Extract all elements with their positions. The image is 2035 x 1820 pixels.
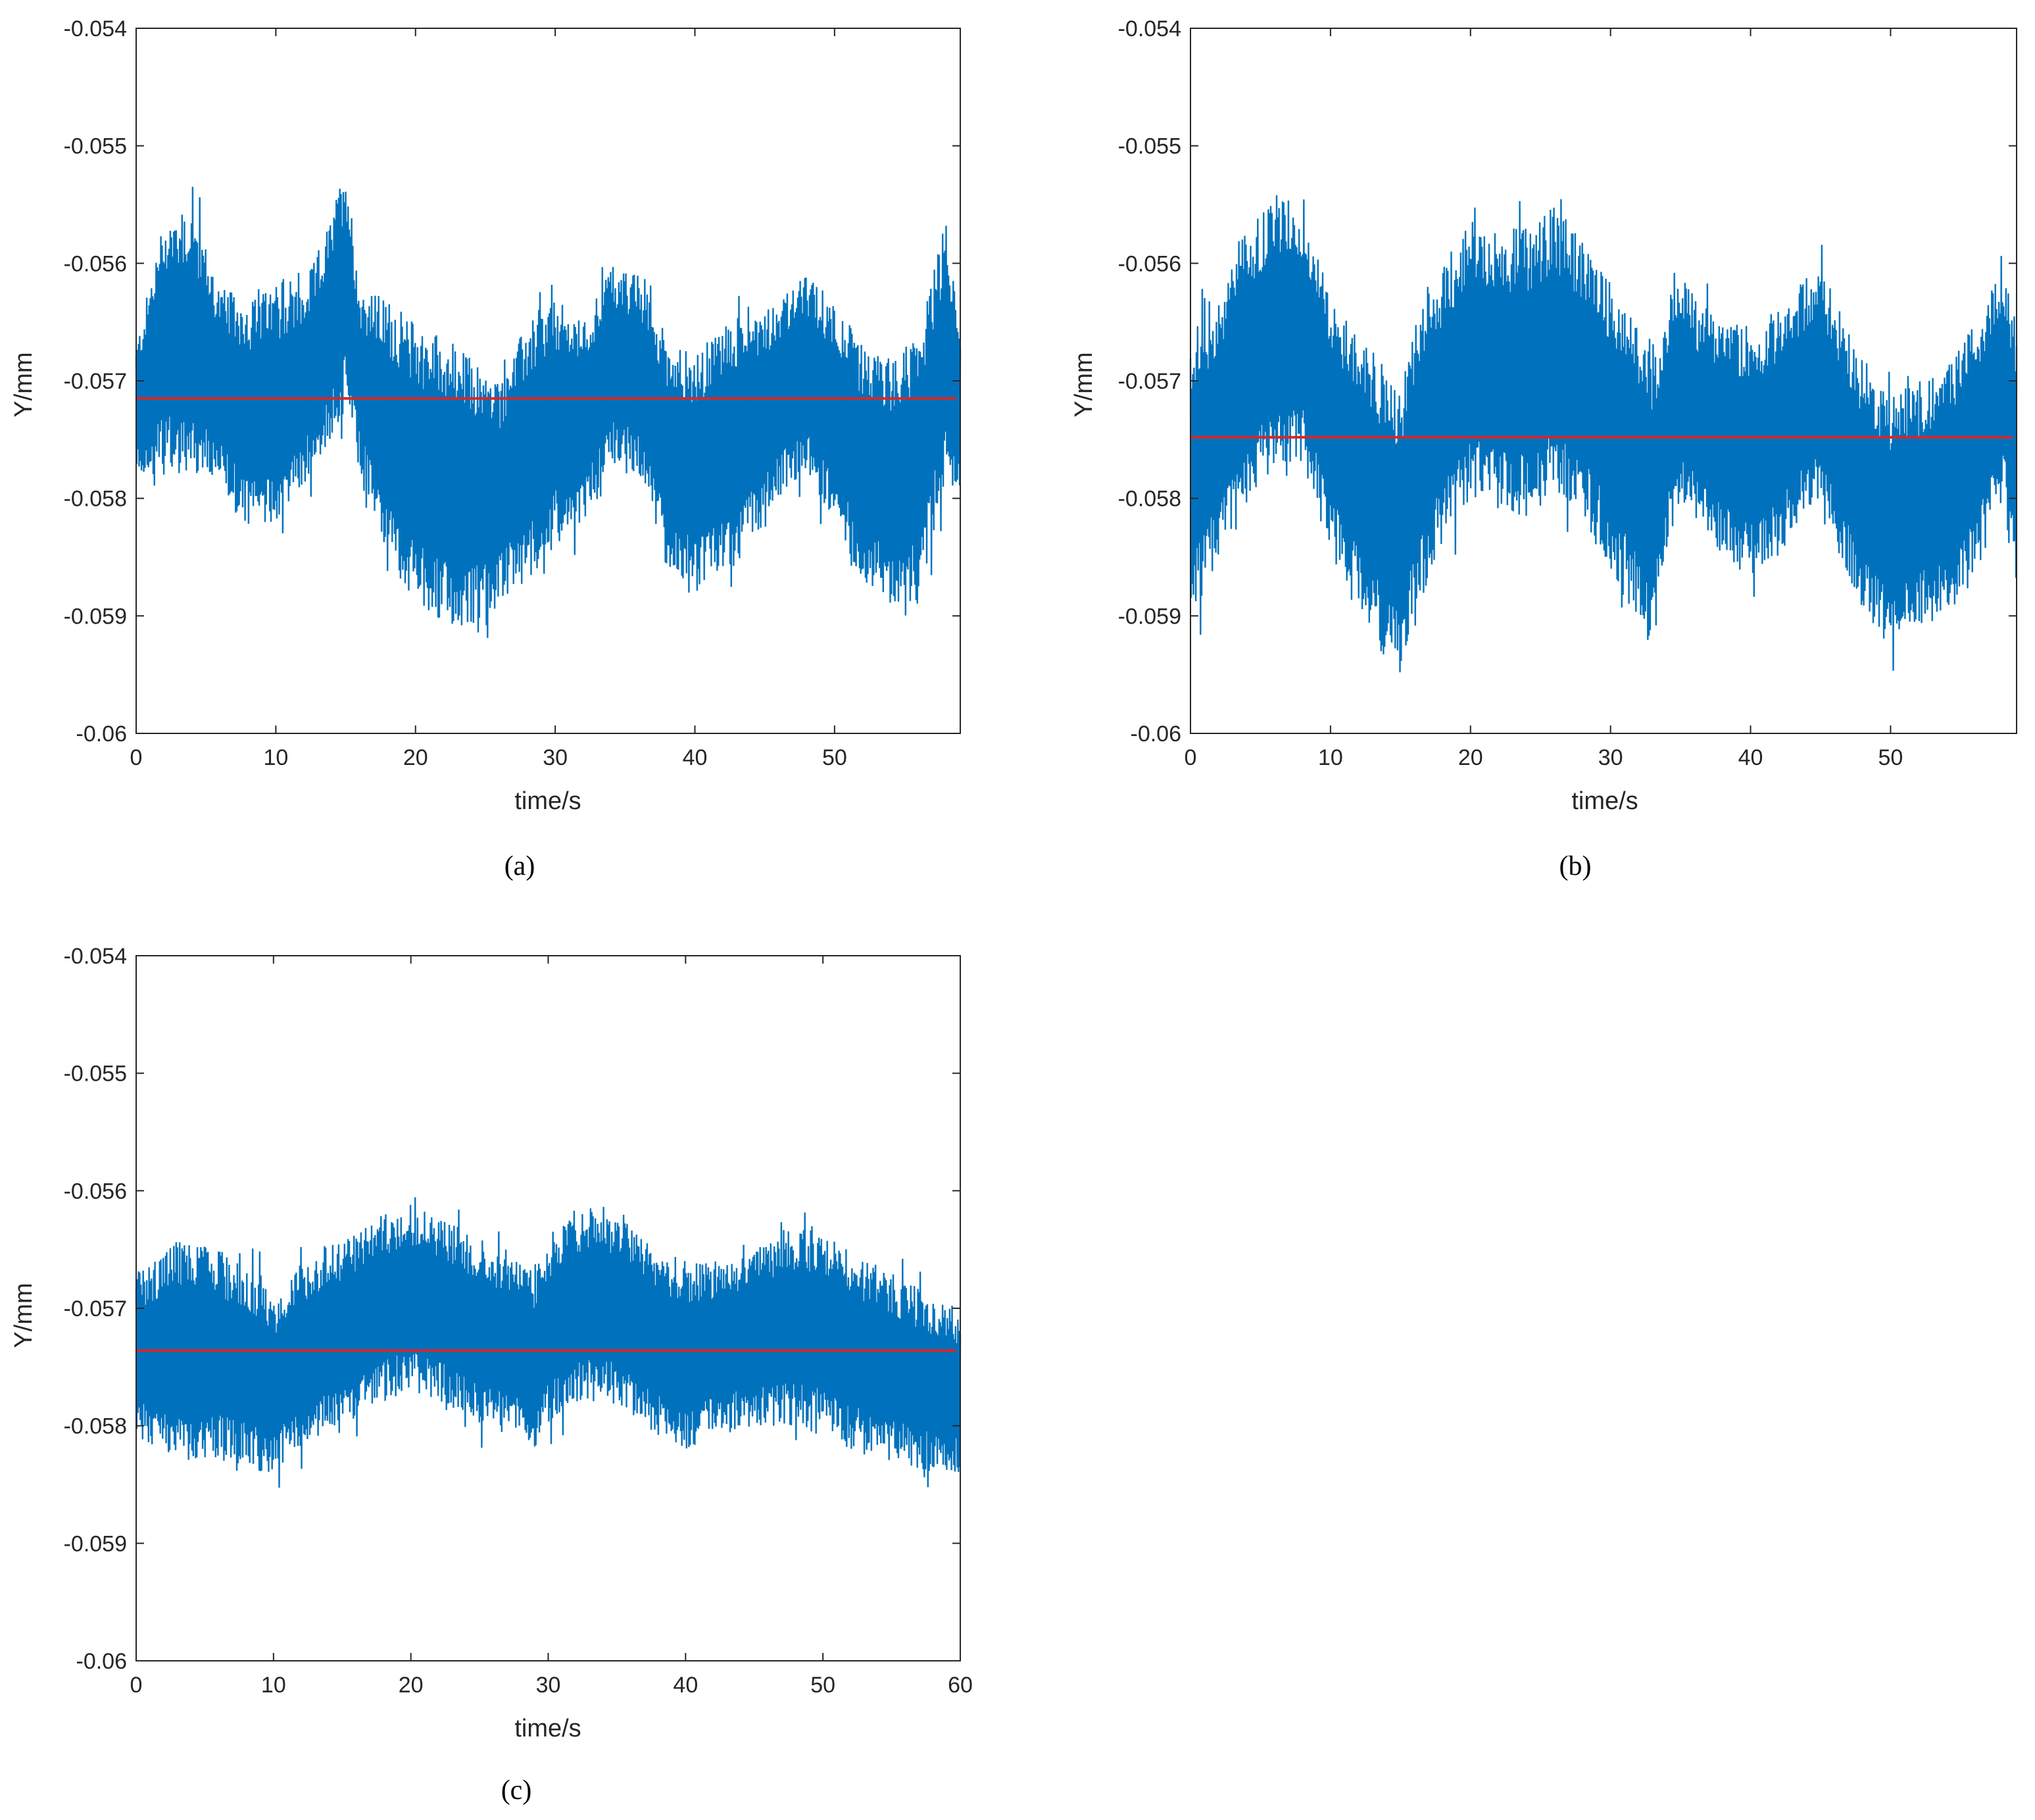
y-ticks-b: -0.06 -0.059 -0.058 -0.057 -0.056 -0.055 -0.05… <box>1118 16 2017 747</box>
xtick-label-b: 50 <box>1878 745 1903 770</box>
xtick-label-a: 10 <box>263 745 288 770</box>
panel-a: -0.06 -0.059 -0.058 -0.057 -0.056 -0.055 -0.05… <box>10 16 962 881</box>
xtick-label-b: 10 <box>1318 745 1343 770</box>
xtick-label-b: 40 <box>1738 745 1763 770</box>
plot-area-a <box>135 28 962 734</box>
panel-b: -0.06 -0.059 -0.058 -0.057 -0.056 -0.055 -0.05… <box>1070 16 2018 881</box>
ytick-label-a: -0.059 <box>64 604 127 629</box>
y-ticks-a: -0.06 -0.059 -0.058 -0.057 -0.056 -0.055 -0.05… <box>64 16 960 747</box>
xtick-label-c: 10 <box>261 1673 286 1698</box>
ytick-label-c: -0.055 <box>64 1062 127 1087</box>
ytick-label-c: -0.06 <box>76 1649 128 1674</box>
plot-area-c <box>135 955 962 1661</box>
signal-series-c <box>135 1197 962 1488</box>
xtick-label-a: 50 <box>822 745 847 770</box>
y-axis-label-a: Y/mm <box>10 352 37 417</box>
ytick-label-b: -0.054 <box>1118 16 1181 41</box>
panel-c: -0.06 -0.059 -0.058 -0.057 -0.056 -0.055 -0.05… <box>10 944 973 1806</box>
ytick-label-a: -0.055 <box>64 134 127 159</box>
xtick-label-b: 20 <box>1458 745 1483 770</box>
xtick-label-c: 20 <box>399 1673 424 1698</box>
panel-label-c: (c) <box>501 1775 532 1806</box>
ytick-label-b: -0.06 <box>1131 722 1182 747</box>
y-axis-label-b: Y/mm <box>1070 352 1098 417</box>
ytick-label-b: -0.057 <box>1118 369 1181 394</box>
ytick-label-b: -0.055 <box>1118 134 1181 159</box>
xtick-label-a: 0 <box>130 745 143 770</box>
xtick-label-a: 40 <box>683 745 708 770</box>
xtick-label-c: 60 <box>948 1673 973 1698</box>
x-ticks-b: 0 10 20 30 40 50 <box>1185 28 1903 770</box>
ytick-label-c: -0.054 <box>64 944 127 969</box>
xtick-label-b: 30 <box>1598 745 1623 770</box>
xtick-label-a: 20 <box>403 745 428 770</box>
x-axis-label-a: time/s <box>514 787 581 815</box>
xtick-label-c: 30 <box>536 1673 561 1698</box>
signal-core-a <box>136 250 960 527</box>
ytick-label-a: -0.057 <box>64 369 127 394</box>
xtick-label-c: 40 <box>673 1673 698 1698</box>
ytick-label-b: -0.059 <box>1118 604 1181 629</box>
ytick-label-c: -0.059 <box>64 1531 127 1556</box>
panel-label-b: (b) <box>1559 851 1592 881</box>
xtick-label-c: 0 <box>130 1673 143 1698</box>
xtick-label-b: 0 <box>1185 745 1197 770</box>
xtick-label-a: 30 <box>543 745 568 770</box>
ytick-label-b: -0.056 <box>1118 251 1181 276</box>
plot-area-b <box>1189 28 2018 734</box>
signal-core-c <box>136 1273 960 1412</box>
y-ticks-c: -0.06 -0.059 -0.058 -0.057 -0.056 -0.055 -0.05… <box>64 944 960 1674</box>
x-ticks-c: 0 10 20 30 40 50 60 <box>130 956 973 1698</box>
ytick-label-a: -0.056 <box>64 251 127 276</box>
x-ticks-a: 0 10 20 30 40 50 <box>130 28 847 770</box>
ytick-label-a: -0.054 <box>64 16 127 41</box>
ytick-label-c: -0.057 <box>64 1296 127 1321</box>
signal-series-b <box>1189 195 2018 673</box>
ytick-label-a: -0.058 <box>64 487 127 512</box>
x-axis-label-b: time/s <box>1571 787 1638 815</box>
ytick-label-a: -0.06 <box>76 722 128 747</box>
ytick-label-c: -0.058 <box>64 1414 127 1439</box>
panel-label-a: (a) <box>504 851 535 881</box>
ytick-label-c: -0.056 <box>64 1179 127 1204</box>
x-axis-label-c: time/s <box>514 1715 581 1742</box>
ytick-label-b: -0.058 <box>1118 487 1181 512</box>
signal-core-b <box>1190 298 2017 569</box>
y-axis-label-c: Y/mm <box>10 1283 37 1348</box>
xtick-label-c: 50 <box>810 1673 835 1698</box>
